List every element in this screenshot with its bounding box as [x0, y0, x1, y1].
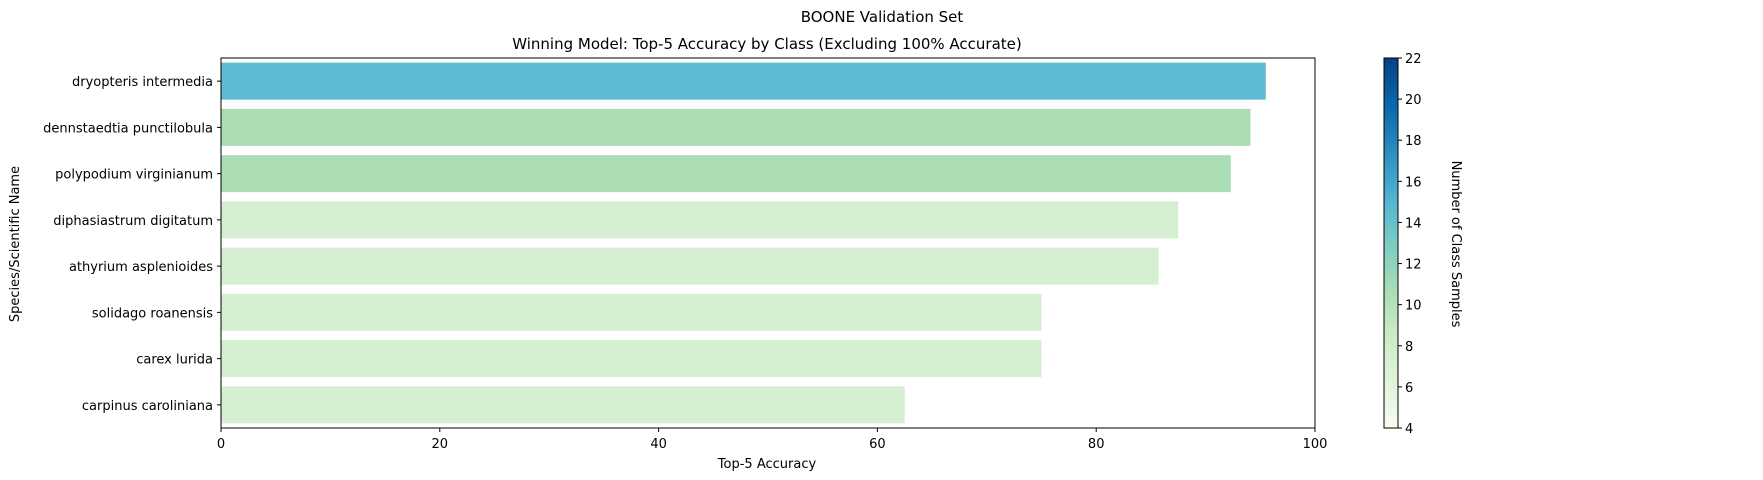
colorbar-tick-label: 16: [1405, 175, 1422, 190]
bar: [221, 108, 1251, 146]
colorbar-gradient: [1383, 57, 1399, 429]
colorbar-tick-label: 6: [1405, 381, 1413, 396]
y-tick-label: carex lurida: [136, 353, 213, 368]
bar: [221, 247, 1159, 285]
y-tick-label: dennstaedtia punctilobula: [43, 121, 213, 136]
x-tick-label: 100: [1303, 437, 1328, 452]
y-tick-label: diphasiastrum digitatum: [53, 214, 213, 229]
bar: [221, 155, 1231, 193]
y-axis-label: Species/Scientific Name: [8, 166, 23, 322]
y-tick-label: dryopteris intermedia: [72, 75, 213, 90]
x-tick-label: 60: [869, 437, 886, 452]
colorbar-label: Number of Class Samples: [1448, 161, 1463, 328]
x-tick-label: 40: [650, 437, 667, 452]
colorbar-tick-label: 12: [1405, 258, 1422, 273]
x-tick-label: 0: [217, 437, 225, 452]
bar: [221, 386, 905, 424]
y-tick-label: carpinus caroliniana: [82, 399, 213, 414]
colorbar-tick-label: 20: [1405, 93, 1422, 108]
y-tick-label: solidago roanensis: [92, 306, 213, 321]
bar: [221, 62, 1266, 100]
colorbar-tick-label: 8: [1405, 340, 1413, 355]
colorbar-tick-label: 4: [1405, 422, 1413, 437]
bar: [221, 201, 1179, 239]
x-tick-label: 20: [432, 437, 449, 452]
colorbar-tick-label: 14: [1405, 216, 1422, 231]
colorbar: 4 6 8 10 12 14 16 18 20 22: [1383, 52, 1422, 437]
x-axis-label: Top-5 Accuracy: [717, 457, 817, 472]
y-tick-label: polypodium virginianum: [55, 168, 213, 183]
plot-frame: [220, 57, 1316, 429]
x-tick-label: 80: [1088, 437, 1105, 452]
colorbar-tick-label: 22: [1405, 52, 1422, 67]
plot-area: dryopteris intermedia dennstaedtia puncti…: [43, 57, 1328, 452]
colorbar-tick-label: 18: [1405, 134, 1422, 149]
chart-title: Winning Model: Top-5 Accuracy by Class (…: [512, 35, 1022, 53]
colorbar-tick-label: 10: [1405, 299, 1422, 314]
y-tick-label: athyrium asplenioides: [69, 260, 213, 275]
bar: [221, 340, 1042, 378]
bar: [221, 293, 1042, 331]
chart-suptitle: BOONE Validation Set: [801, 8, 964, 26]
